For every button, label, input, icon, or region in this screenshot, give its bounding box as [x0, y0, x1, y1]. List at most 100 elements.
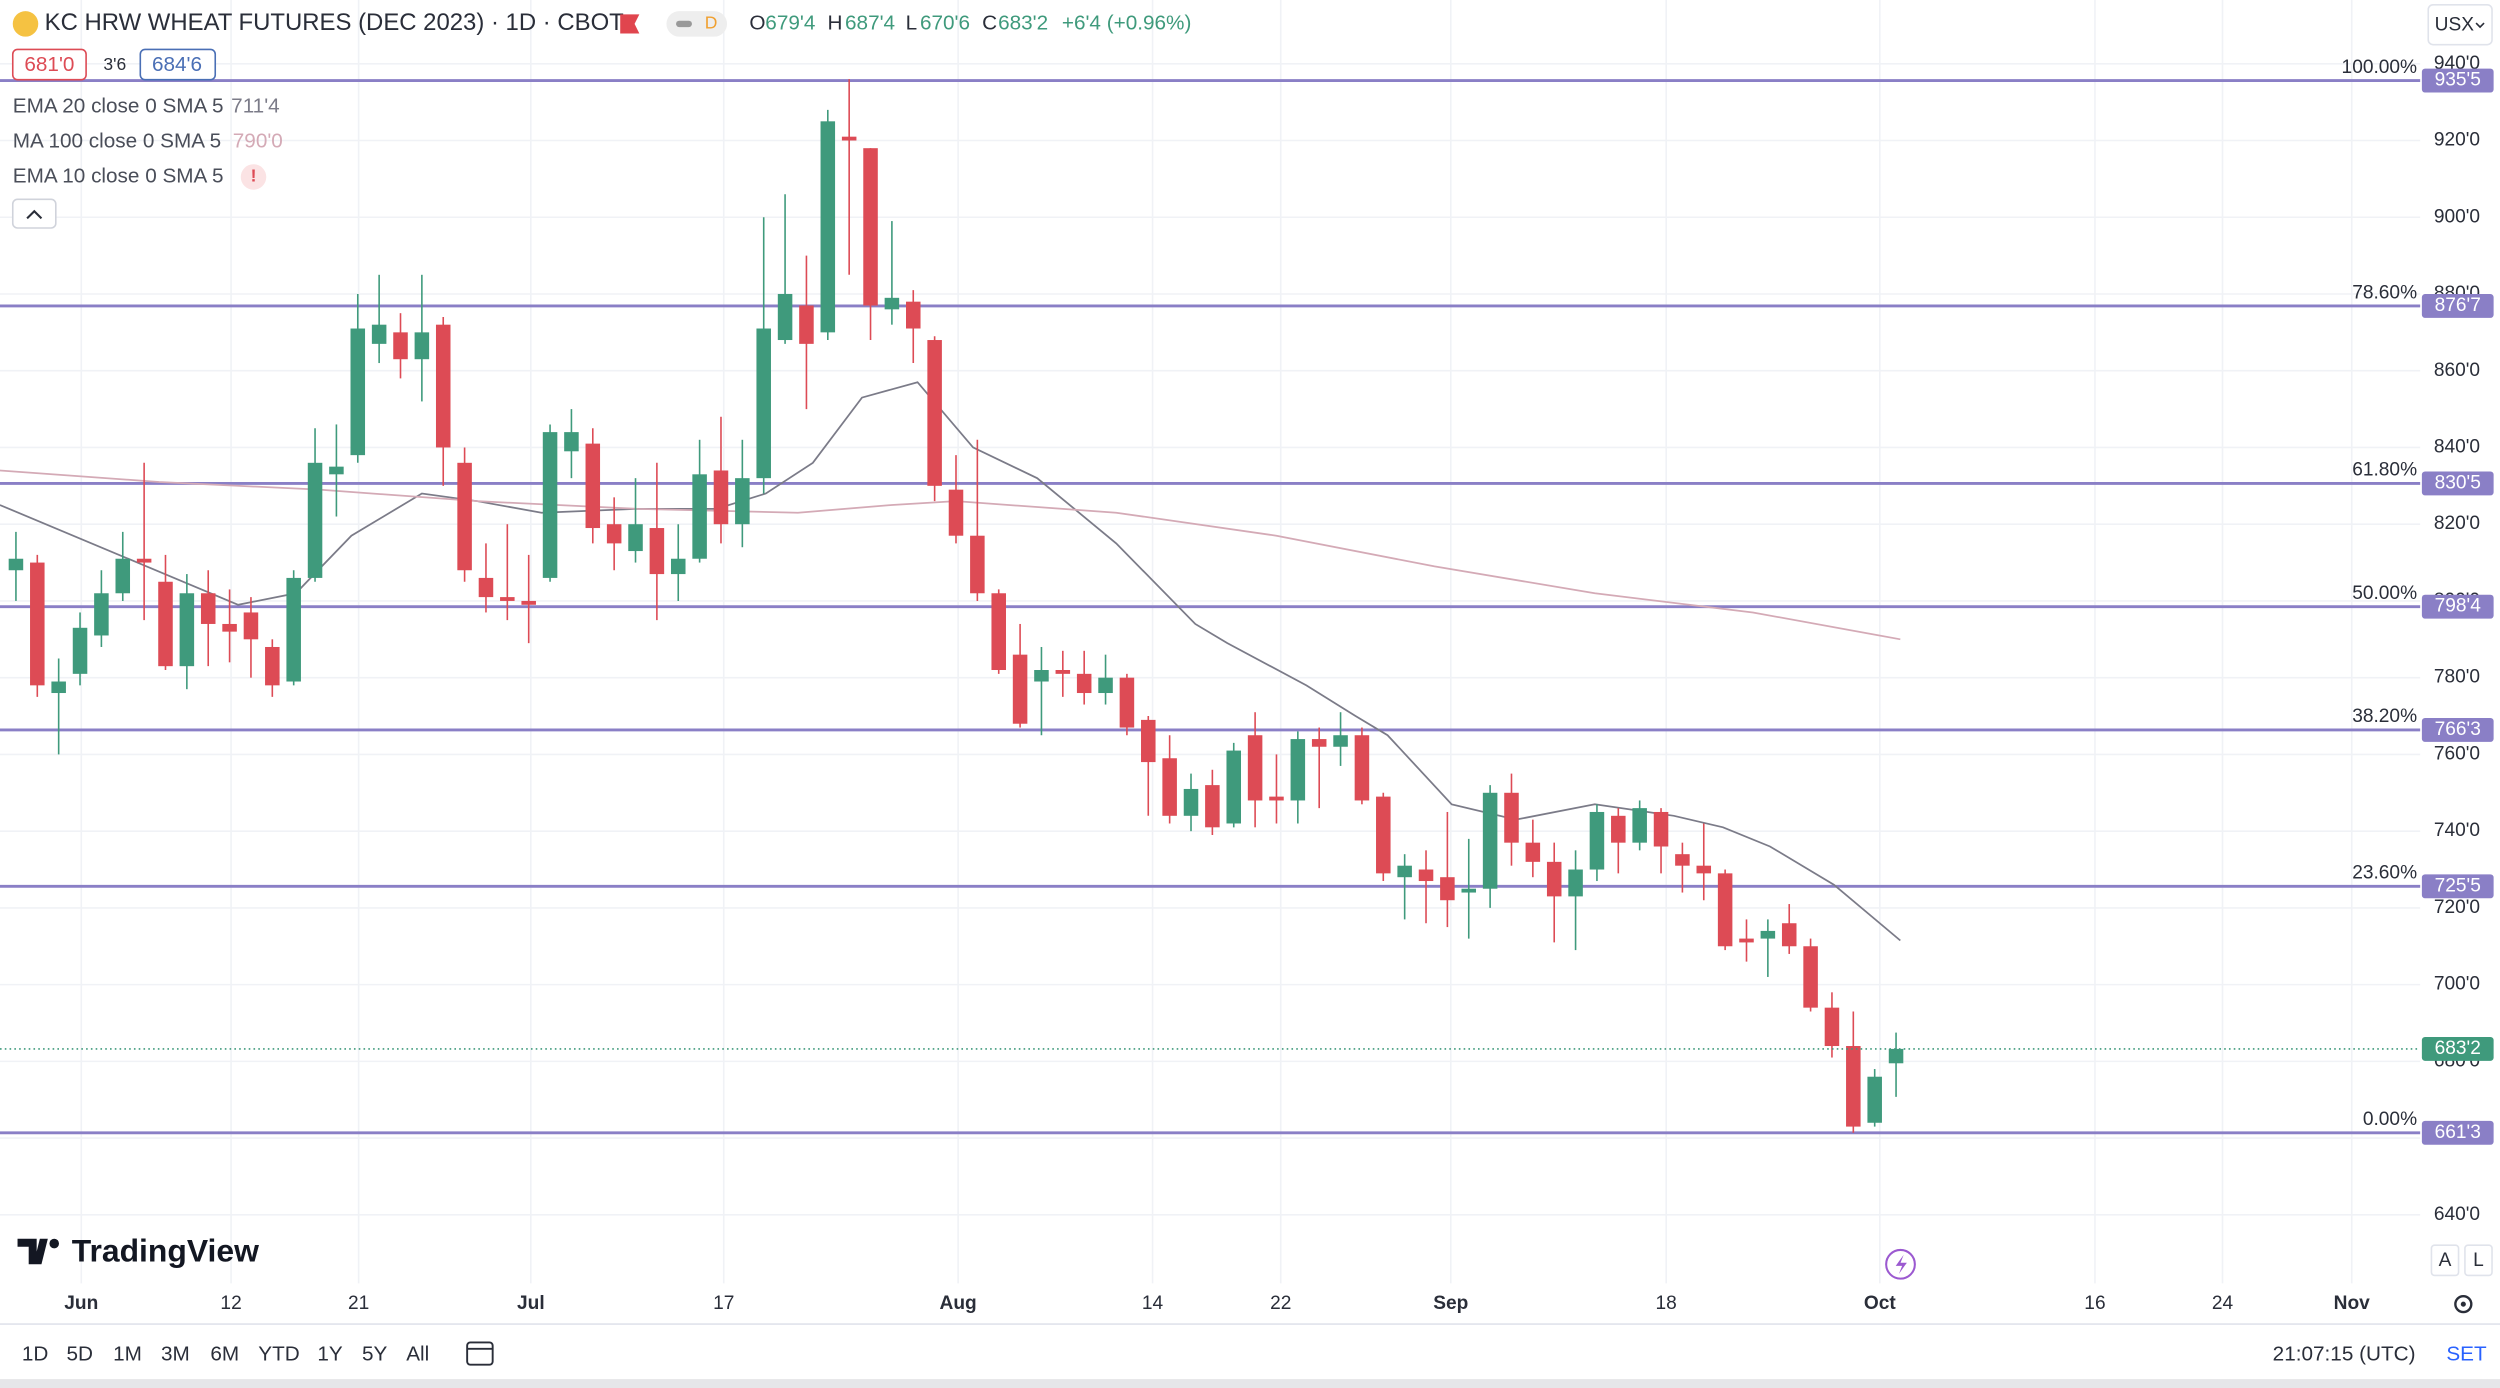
symbol-title[interactable]: KC HRW WHEAT FUTURES (DEC 2023) · 1D · C…	[45, 9, 625, 36]
range-button[interactable]: All	[406, 1343, 429, 1366]
fib-price-box	[2421, 294, 2494, 318]
session-pill[interactable]	[666, 11, 728, 37]
candle-body	[1034, 670, 1049, 682]
fib-price-box	[2421, 594, 2494, 619]
candle-body	[756, 328, 771, 479]
candle-body	[1376, 796, 1391, 874]
candle-body	[1546, 861, 1562, 897]
y-tick-label: 860'0	[2434, 360, 2480, 381]
fib-price-box	[2421, 874, 2494, 899]
fib-price-label: 661'3	[2435, 1122, 2481, 1143]
candle-body	[1119, 677, 1135, 728]
candle-body	[414, 332, 430, 360]
fib-level-label: 0.00%	[2363, 1109, 2417, 1130]
candle-body	[457, 462, 472, 571]
fib-price-label: 830'5	[2435, 472, 2481, 493]
settings-icon-core	[2460, 1301, 2466, 1307]
buy-button[interactable]	[139, 48, 217, 81]
candle-body	[478, 577, 494, 598]
candle-body	[628, 524, 643, 552]
fib-level-label: 38.20%	[2352, 706, 2417, 727]
logo-text[interactable]: TradingView	[72, 1233, 259, 1269]
range-button[interactable]: 6M	[210, 1343, 239, 1366]
log-button[interactable]	[2464, 1244, 2493, 1277]
candle-body	[564, 432, 579, 452]
candle-body	[8, 558, 24, 571]
y-tick-label: 640'0	[2434, 1204, 2480, 1225]
candle-body	[948, 489, 964, 536]
range-button[interactable]: 1M	[113, 1343, 142, 1366]
candle-body	[243, 612, 259, 640]
candle-body	[435, 324, 451, 448]
x-tick-label: 22	[1270, 1293, 1291, 1314]
settings-icon[interactable]	[2454, 1294, 2473, 1314]
candle-body	[841, 136, 857, 141]
candle-body	[1525, 842, 1541, 862]
range-button[interactable]: 1D	[22, 1343, 49, 1366]
calendar-icon[interactable]	[466, 1341, 494, 1366]
candle-body	[799, 305, 814, 344]
ohlc-key: C	[982, 11, 997, 34]
flag-icon[interactable]	[620, 14, 640, 34]
moving-average	[0, 469, 1901, 641]
candle-body	[1141, 719, 1156, 763]
candle-body	[1183, 788, 1199, 816]
x-tick-label: Nov	[2334, 1293, 2370, 1314]
log-label: L	[2473, 1250, 2484, 1271]
indicator-label[interactable]: EMA 10 close 0 SMA 5	[13, 164, 224, 187]
auto-button[interactable]	[2430, 1244, 2460, 1277]
x-tick-label: 12	[220, 1293, 241, 1314]
symbol-icon	[12, 11, 39, 37]
candle-body	[1418, 869, 1434, 882]
range-button[interactable]: 3M	[161, 1343, 190, 1366]
fib-price-label: 798'4	[2435, 596, 2482, 617]
y-tick-label: 900'0	[2434, 206, 2480, 227]
candle-body	[115, 558, 131, 594]
candle-body	[1504, 792, 1519, 843]
warning-badge[interactable]	[240, 164, 267, 190]
indicator-label[interactable]: MA 100 close 0 SMA 5	[13, 129, 221, 152]
range-button[interactable]: 5Y	[362, 1343, 388, 1366]
candle-body	[1888, 1048, 1904, 1064]
candle-body	[1269, 796, 1284, 801]
sell-button[interactable]	[11, 48, 87, 81]
candle-body	[1226, 750, 1242, 824]
candle-body	[1611, 815, 1626, 843]
candle-body	[692, 474, 707, 559]
ohlc-value: 687'4	[845, 11, 895, 34]
fib-price-label: 935'5	[2435, 70, 2481, 91]
change: +6'4 (+0.96%)	[1062, 11, 1192, 34]
warning-icon: !	[251, 166, 257, 186]
range-button[interactable]: 1Y	[317, 1343, 343, 1366]
candle-body	[1333, 735, 1348, 747]
fib-price-label: 725'5	[2435, 875, 2481, 896]
fib-price-box	[2421, 717, 2494, 742]
session-label: D	[705, 13, 718, 33]
settings-link[interactable]: SET	[2446, 1343, 2487, 1366]
range-button[interactable]: YTD	[258, 1343, 299, 1366]
currency-button[interactable]	[2427, 3, 2493, 46]
candle-body	[1098, 677, 1113, 694]
collapse-button[interactable]	[11, 198, 57, 229]
candle-body	[1205, 785, 1220, 828]
candle-body	[1247, 735, 1263, 801]
bolt	[1895, 1254, 1907, 1274]
y-tick-label: 780'0	[2434, 667, 2480, 688]
candle-body	[371, 324, 387, 344]
candle-body	[970, 535, 985, 594]
indicator-label[interactable]: EMA 20 close 0 SMA 5	[13, 94, 224, 117]
candle-body	[585, 443, 601, 529]
candle-body	[649, 528, 665, 575]
candle-body	[1824, 1007, 1840, 1047]
candle-body	[670, 558, 686, 575]
bottom-strip	[0, 1379, 2500, 1388]
candle-body	[179, 593, 195, 667]
candle-body	[1739, 938, 1754, 943]
candle-body	[1803, 946, 1818, 1008]
range-button[interactable]: 5D	[66, 1343, 93, 1366]
fib-price-label: 876'7	[2435, 295, 2481, 316]
candle-body	[1867, 1076, 1882, 1123]
fib-price-box	[2421, 1120, 2494, 1145]
last-price-box	[2421, 1036, 2494, 1061]
